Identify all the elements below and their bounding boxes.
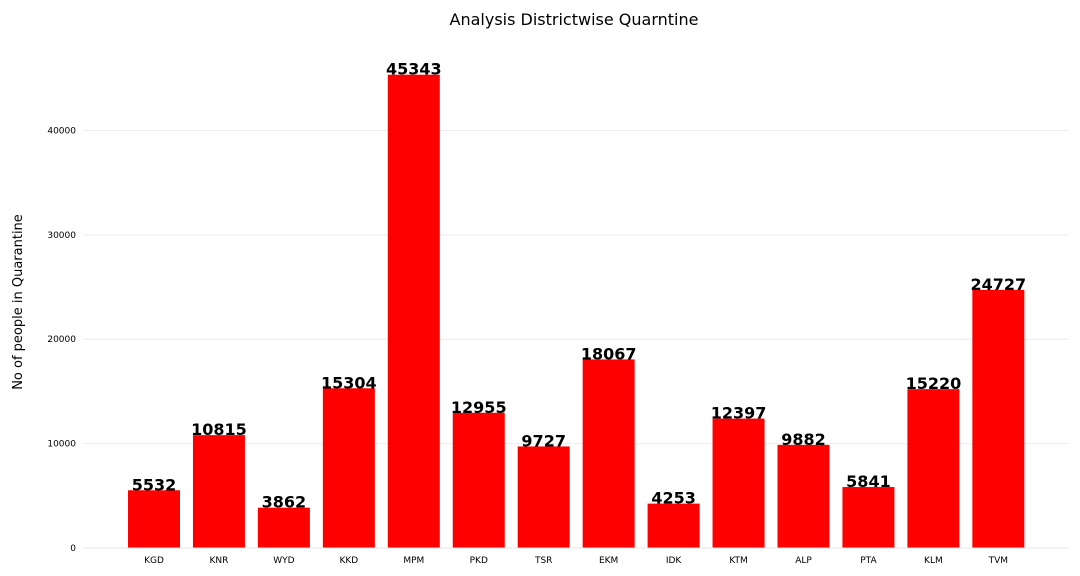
- data-label: 15220: [906, 374, 962, 393]
- data-label: 12397: [711, 404, 767, 423]
- gridlines: [83, 129, 1069, 445]
- x-tick-label: TSR: [534, 556, 552, 566]
- x-tick-label: KTM: [729, 556, 747, 566]
- y-axis-label: No of people in Quarantine: [11, 214, 26, 390]
- data-label: 18067: [581, 344, 637, 363]
- bar-mpm: [387, 74, 440, 548]
- data-label: 9882: [781, 430, 826, 449]
- x-tick-label: PKD: [470, 556, 488, 566]
- bar-knr: [192, 435, 245, 548]
- y-tick-label: 10000: [47, 440, 76, 450]
- bar-kkd: [322, 388, 375, 548]
- x-axis-ticks: KGD KNR WYD KKD MPM PKD TSR EKM IDK KTM ALP PTA KLM T…: [144, 556, 1008, 566]
- bar-tvm: [972, 289, 1025, 548]
- x-tick-label: PTA: [860, 556, 877, 566]
- bar-tsr: [517, 446, 570, 548]
- x-tick-label: MPM: [403, 556, 424, 566]
- bar-pta: [842, 487, 895, 548]
- y-tick-label: 40000: [47, 126, 76, 136]
- data-label: 45343: [386, 60, 442, 79]
- data-label: 9727: [521, 431, 566, 450]
- x-tick-label: KKD: [339, 556, 358, 566]
- x-tick-label: ALP: [795, 556, 812, 566]
- bar-wyd: [257, 507, 310, 548]
- data-label: 15304: [321, 373, 377, 392]
- y-tick-label: 20000: [47, 335, 76, 345]
- bar-ktm: [712, 418, 765, 548]
- x-tick-label: KNR: [210, 556, 229, 566]
- data-labels: 5532 10815 3862 15304 45343 12955 9727 18067 425…: [132, 60, 1026, 512]
- bar-kgd: [128, 490, 180, 548]
- chart-title: Analysis Districtwise Quarntine: [450, 10, 699, 29]
- data-label: 5841: [846, 472, 891, 491]
- x-tick-label: KLM: [924, 556, 943, 566]
- bar-klm: [907, 389, 960, 548]
- data-label: 4253: [651, 489, 696, 508]
- bar-alp: [777, 444, 830, 548]
- bar-idk: [647, 503, 700, 548]
- x-tick-label: EKM: [599, 556, 618, 566]
- data-label: 3862: [262, 493, 307, 512]
- data-label: 10815: [191, 420, 247, 439]
- bar-ekm: [582, 359, 635, 548]
- y-axis-ticks: 0 10000 20000 30000 40000: [47, 126, 76, 554]
- x-tick-label: IDK: [666, 556, 683, 566]
- x-tick-label: TVM: [988, 556, 1008, 566]
- x-tick-label: WYD: [273, 556, 294, 566]
- bar-pkd: [452, 412, 505, 548]
- y-tick-label: 30000: [47, 231, 76, 241]
- data-label: 12955: [451, 398, 507, 417]
- data-label: 24727: [971, 275, 1027, 294]
- x-tick-label: KGD: [144, 556, 164, 566]
- bars: [128, 74, 1025, 548]
- y-tick-label: 0: [70, 544, 76, 554]
- data-label: 5532: [132, 475, 177, 494]
